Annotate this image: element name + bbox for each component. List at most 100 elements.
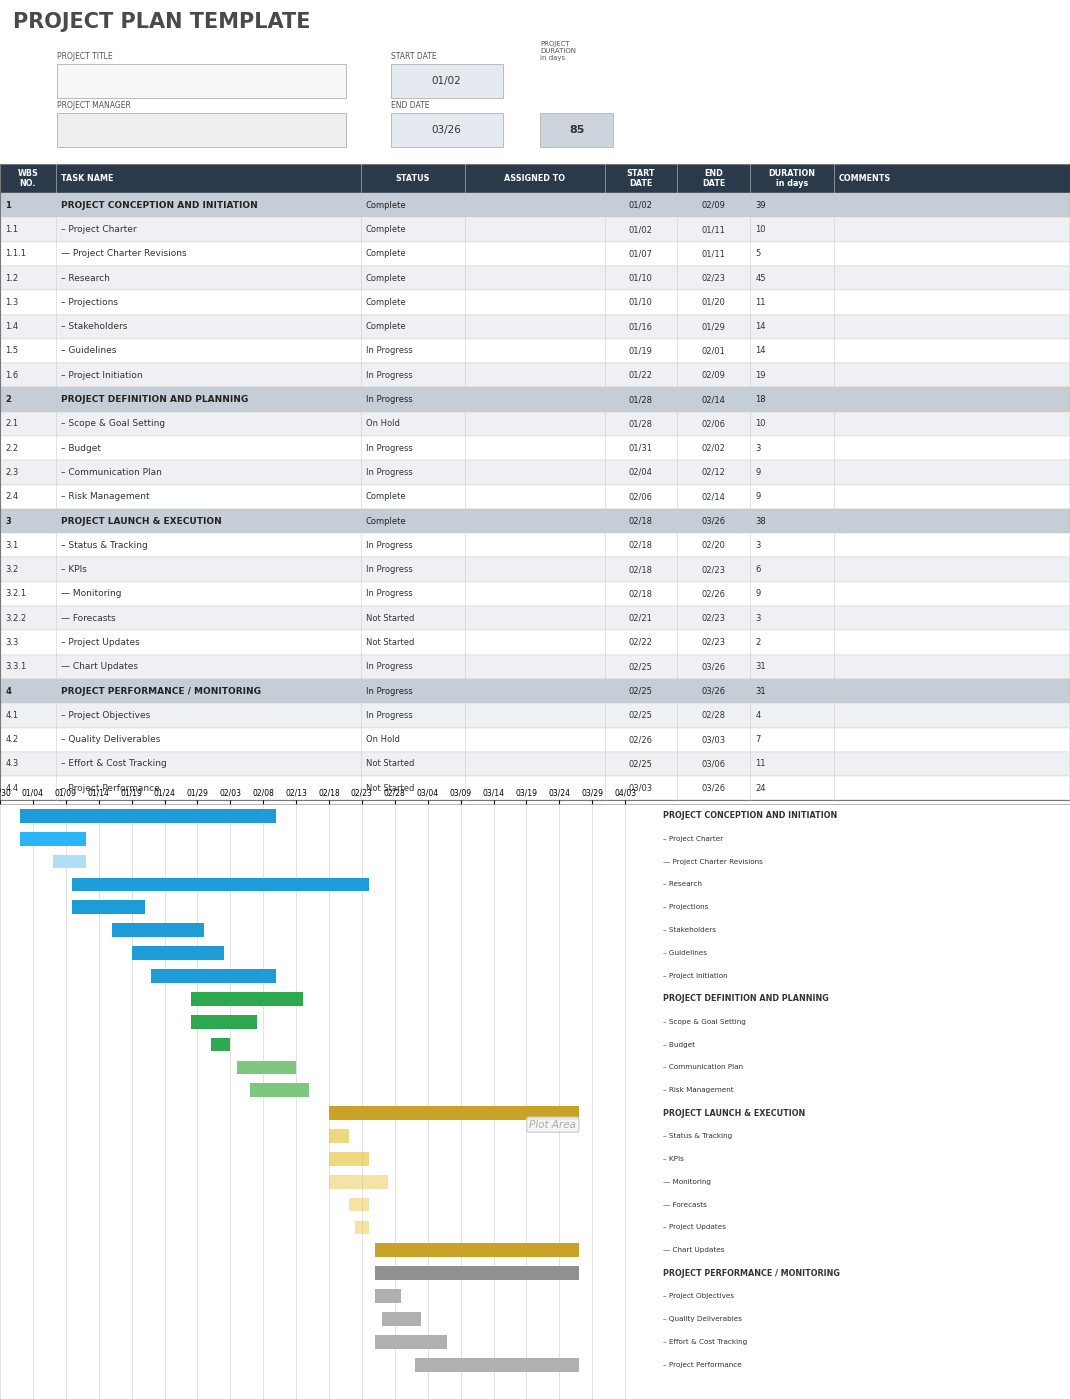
Text: In Progress: In Progress [366,687,413,695]
Text: In Progress: In Progress [366,589,413,599]
Text: – Stakeholders: – Stakeholders [663,928,717,933]
Text: 14: 14 [755,322,766,332]
Text: Complete: Complete [366,200,407,210]
Bar [414,1358,579,1371]
Text: – Research: – Research [61,274,110,283]
Text: 02/18: 02/18 [629,565,653,574]
Text: PROJECT CONCEPTION AND INITIATION: PROJECT CONCEPTION AND INITIATION [663,811,838,820]
Text: ASSIGNED TO: ASSIGNED TO [504,173,566,183]
Text: 1.2: 1.2 [5,274,18,283]
Text: In Progress: In Progress [366,347,413,355]
Text: Plot Area: Plot Area [530,1119,577,1129]
Bar [330,1129,349,1143]
Text: 39: 39 [755,200,766,210]
Text: – Projections: – Projections [61,298,118,306]
Text: In Progress: In Progress [366,443,413,453]
Text: — Monitoring: — Monitoring [663,1179,712,1185]
Bar [330,1151,368,1165]
Text: Complete: Complete [366,274,407,283]
Text: Complete: Complete [366,492,407,501]
Text: 3: 3 [5,516,11,526]
Bar [0,164,1070,193]
Bar [0,266,1070,290]
Text: In Progress: In Progress [366,467,413,477]
Text: 03/26: 03/26 [702,662,725,672]
Text: 02/25: 02/25 [629,662,653,672]
Text: – Project Performance: – Project Performance [663,1361,743,1368]
Text: 2.2: 2.2 [5,443,18,453]
Bar [0,533,1070,557]
Text: PROJECT LAUNCH & EXECUTION: PROJECT LAUNCH & EXECUTION [61,516,221,526]
Text: – Project Updates: – Project Updates [663,1224,727,1231]
Text: PROJECT PERFORMANCE / MONITORING: PROJECT PERFORMANCE / MONITORING [61,687,261,695]
Text: 02/23: 02/23 [702,565,725,574]
Text: 02/22: 02/22 [629,638,653,646]
Bar [19,809,276,823]
Bar [0,606,1070,631]
Text: 9: 9 [755,589,761,599]
Text: 3.3.1: 3.3.1 [5,662,27,672]
Text: – Budget: – Budget [61,443,101,453]
Text: 1.4: 1.4 [5,322,18,332]
Text: 1: 1 [5,200,11,210]
Text: 01/22: 01/22 [629,371,653,379]
Text: — Forecasts: — Forecasts [663,1202,707,1207]
Text: 03/26: 03/26 [702,783,725,793]
Text: 4.2: 4.2 [5,734,18,744]
Bar [0,315,1070,339]
Bar [190,992,303,1006]
Bar [57,64,346,98]
Text: – Quality Deliverables: – Quality Deliverables [663,1316,743,1322]
Text: 1.6: 1.6 [5,371,18,379]
Text: 03/26: 03/26 [702,516,725,526]
Text: — Forecasts: — Forecasts [61,614,116,623]
Text: – KPIs: – KPIs [663,1156,685,1163]
Text: 3.3: 3.3 [5,638,19,646]
Bar [355,1220,368,1234]
Text: – Effort & Cost Tracking: – Effort & Cost Tracking [663,1339,748,1344]
Text: TASK NAME: TASK NAME [61,173,113,183]
Bar [73,901,144,914]
Text: — Chart Updates: — Chart Updates [663,1248,724,1254]
Text: 10: 10 [755,420,766,428]
Text: – Project Charter: – Project Charter [663,835,723,842]
Text: 4: 4 [5,687,11,695]
Bar [0,411,1070,436]
Text: – Project Initiation: – Project Initiation [663,972,728,979]
Text: 14: 14 [755,347,766,355]
Text: Complete: Complete [366,298,407,306]
Text: – Project Updates: – Project Updates [61,638,140,646]
Text: 4.4: 4.4 [5,783,18,793]
Bar [376,1266,579,1280]
Text: 5: 5 [755,249,761,259]
Bar [0,339,1070,364]
Text: 4.3: 4.3 [5,760,18,768]
Text: – Projections: – Projections [663,904,708,911]
Text: — Monitoring: — Monitoring [61,589,122,599]
Text: 45: 45 [755,274,766,283]
Text: 02/26: 02/26 [702,589,725,599]
Text: 1.1: 1.1 [5,225,18,234]
Text: 01/02: 01/02 [629,225,653,234]
Text: COMMENTS: COMMENTS [839,173,891,183]
Text: 02/28: 02/28 [702,711,725,720]
Text: 3.1: 3.1 [5,541,18,550]
Text: 01/28: 01/28 [629,420,653,428]
Bar [382,1312,422,1326]
Text: 02/23: 02/23 [702,274,725,283]
Text: 01/02: 01/02 [432,77,461,87]
Text: 02/25: 02/25 [629,687,653,695]
Bar [376,1290,401,1302]
Text: – Risk Management: – Risk Management [61,492,150,501]
Text: END DATE: END DATE [391,101,429,111]
Bar [112,923,204,937]
Text: 01/02: 01/02 [629,200,653,210]
Text: Complete: Complete [366,225,407,234]
Text: – Communication Plan: – Communication Plan [663,1065,744,1070]
Text: 01/19: 01/19 [629,347,653,355]
Bar [151,970,276,982]
Text: 01/10: 01/10 [629,274,653,283]
Text: 38: 38 [755,516,766,526]
Text: 10: 10 [755,225,766,234]
Text: PROJECT DEFINITION AND PLANNING: PROJECT DEFINITION AND PLANNING [61,395,248,404]
